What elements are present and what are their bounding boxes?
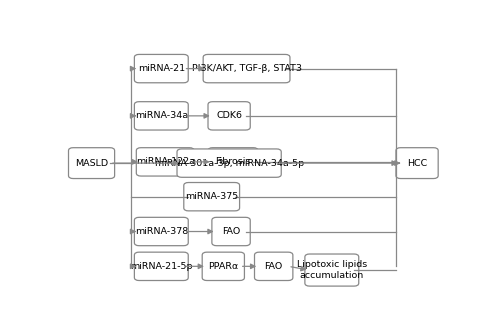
FancyBboxPatch shape [177,149,281,177]
FancyBboxPatch shape [305,254,358,286]
Text: miRNA-375: miRNA-375 [185,192,238,201]
FancyBboxPatch shape [134,102,188,130]
FancyBboxPatch shape [203,55,290,83]
FancyBboxPatch shape [68,148,114,179]
FancyBboxPatch shape [212,217,250,246]
FancyBboxPatch shape [134,55,188,83]
Text: miRNA-34a: miRNA-34a [135,111,188,120]
FancyBboxPatch shape [184,182,240,211]
FancyBboxPatch shape [396,148,438,179]
Text: HCC: HCC [407,159,427,168]
FancyBboxPatch shape [202,252,244,280]
FancyBboxPatch shape [134,217,188,246]
FancyBboxPatch shape [208,148,258,176]
FancyBboxPatch shape [254,252,293,280]
Text: PI3K/AKT, TGF-β, STAT3: PI3K/AKT, TGF-β, STAT3 [192,64,302,73]
Text: FAO: FAO [264,262,283,271]
FancyBboxPatch shape [208,102,250,130]
FancyBboxPatch shape [134,252,188,280]
Text: MASLD: MASLD [75,159,108,168]
Text: miRNA-122a: miRNA-122a [136,157,194,166]
Text: Fibrosis: Fibrosis [216,157,250,166]
FancyBboxPatch shape [136,148,194,176]
Text: miRNA-21-5p: miRNA-21-5p [130,262,192,271]
Text: PPARα: PPARα [208,262,238,271]
Text: miRNA-378: miRNA-378 [134,227,188,236]
Text: CDK6: CDK6 [216,111,242,120]
Text: miRNA-21: miRNA-21 [138,64,185,73]
Text: Lipotoxic lipids
accumulation: Lipotoxic lipids accumulation [296,260,367,280]
Text: miRNA-301a-3p, miRNA-34a-5p: miRNA-301a-3p, miRNA-34a-5p [154,159,304,168]
Text: FAO: FAO [222,227,240,236]
